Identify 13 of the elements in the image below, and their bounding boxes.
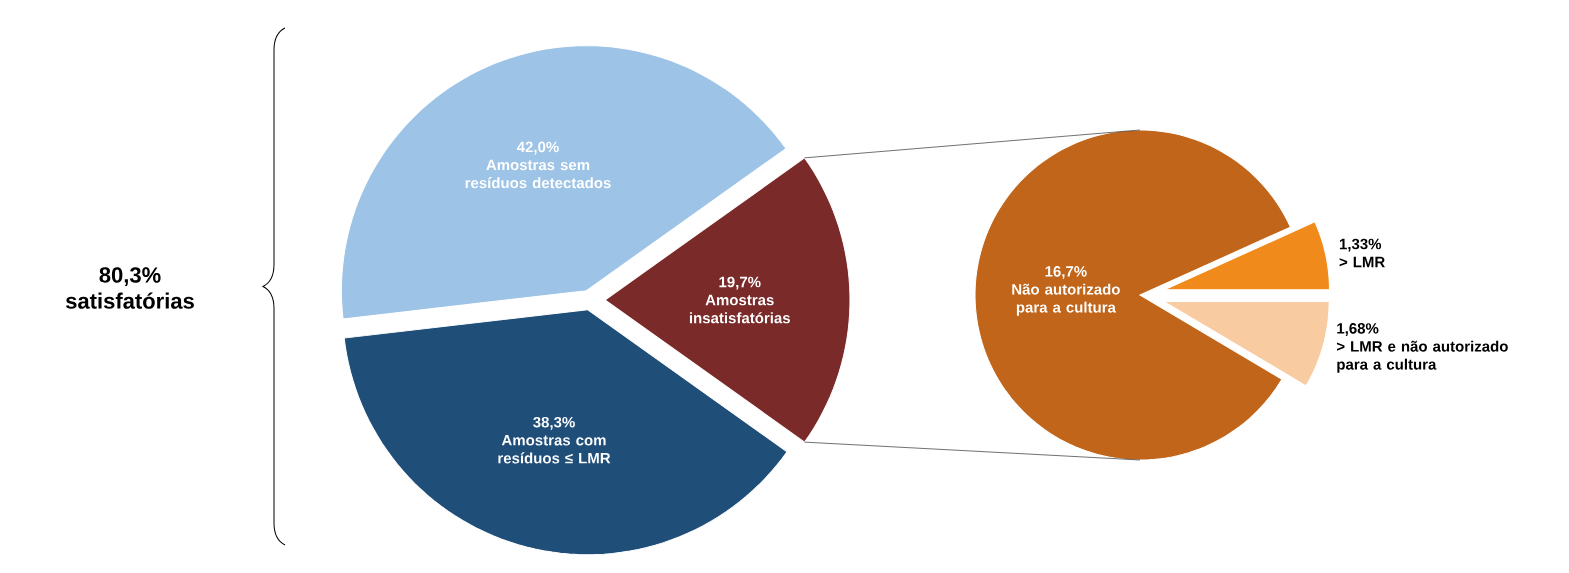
data-label: 19,7%	[719, 276, 761, 290]
data-label: 42,0%	[516, 141, 559, 155]
data-label: 16,7%	[1045, 266, 1087, 279]
slice-label: Amostras insatisfatórias	[689, 294, 790, 324]
slice-label: > LMR	[1339, 256, 1385, 268]
text: 80,3% satisfatórias	[65, 267, 194, 309]
slice-label: Amostras sem resíduos detectados	[465, 159, 611, 189]
data-label: 1,33%	[1339, 238, 1382, 252]
slice-label: > LMR e não autorizado para a cultura	[1336, 340, 1508, 373]
data-label: 38,3%	[533, 416, 575, 430]
data-label: 1,68%	[1337, 323, 1379, 336]
slice-label: Amostras com resíduos ≤ LMR	[498, 435, 611, 464]
slice-label: Não autorizado para a cultura	[1012, 283, 1120, 316]
